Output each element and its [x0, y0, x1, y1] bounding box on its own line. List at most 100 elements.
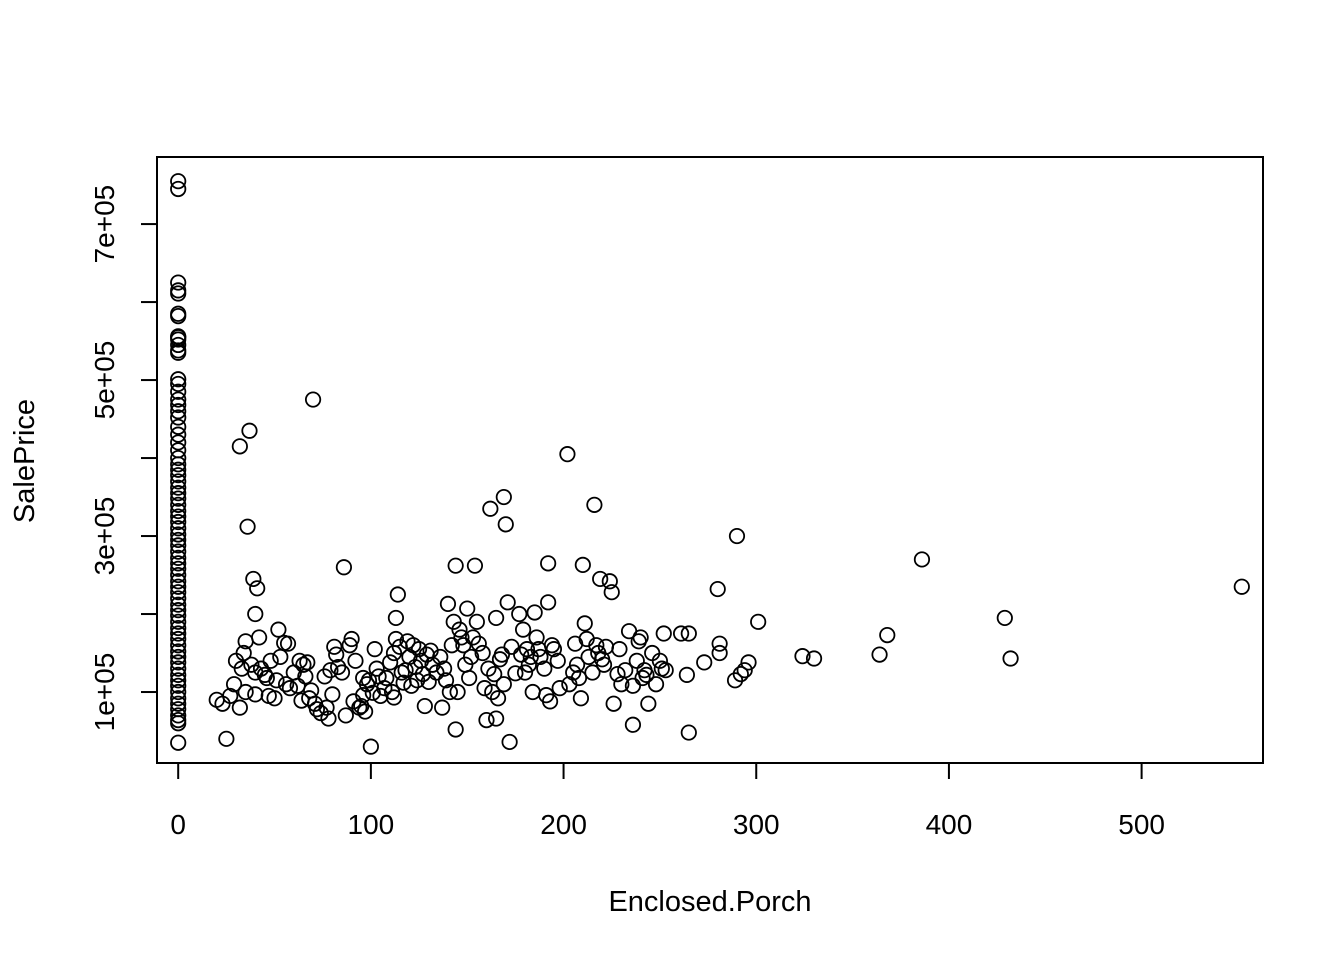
data-point	[385, 689, 403, 706]
data-point	[449, 683, 466, 701]
data-point	[170, 666, 187, 683]
data-point	[393, 664, 410, 681]
data-point	[736, 662, 753, 679]
data-point	[1002, 650, 1019, 667]
data-point	[486, 665, 503, 683]
x-tick-label: 200	[540, 809, 587, 840]
y-axis: 1e+05 3e+05 5e+05 7e+05	[89, 185, 158, 731]
data-point	[272, 648, 289, 666]
data-point	[711, 644, 728, 662]
x-tick-label: 100	[348, 809, 395, 840]
data-point	[532, 648, 549, 666]
data-point	[170, 473, 187, 490]
data-point	[511, 605, 528, 623]
data-point	[170, 573, 187, 590]
data-point	[170, 695, 187, 712]
data-point	[170, 630, 187, 648]
data-point	[170, 308, 187, 325]
data-point	[320, 710, 337, 727]
data-point	[170, 285, 187, 302]
data-point	[559, 446, 576, 463]
data-point	[170, 449, 187, 467]
data-point	[439, 595, 457, 612]
data-point	[247, 686, 264, 703]
data-point	[514, 621, 532, 638]
data-point	[356, 703, 374, 720]
data-point	[468, 613, 485, 630]
data-point	[572, 690, 590, 707]
data-point	[435, 660, 453, 677]
data-point	[680, 724, 697, 741]
data-point	[382, 654, 399, 671]
data-point	[672, 625, 690, 642]
data-point	[434, 699, 451, 716]
data-point	[258, 669, 275, 687]
data-point	[488, 710, 505, 727]
data-point	[170, 549, 187, 566]
data-point	[347, 652, 364, 669]
data-point	[170, 660, 187, 677]
data-point	[516, 664, 534, 681]
data-point	[170, 502, 187, 520]
data-point	[588, 637, 605, 654]
data-point	[574, 556, 591, 573]
data-point	[678, 666, 695, 683]
data-point	[170, 566, 187, 584]
data-point	[634, 669, 651, 687]
data-point	[443, 637, 460, 654]
data-point	[389, 586, 406, 603]
data-point	[794, 648, 811, 665]
data-point	[266, 690, 283, 707]
data-point	[170, 607, 187, 624]
data-points	[170, 173, 1250, 755]
data-point	[437, 672, 455, 689]
data-point	[441, 683, 458, 701]
data-point	[277, 676, 295, 693]
data-point	[617, 662, 634, 679]
data-point	[170, 683, 187, 701]
data-point	[520, 656, 537, 673]
data-point	[170, 180, 187, 198]
data-point	[628, 652, 645, 669]
data-point	[455, 637, 472, 654]
data-point	[251, 629, 268, 646]
data-point	[170, 490, 187, 507]
data-point	[501, 733, 518, 751]
data-point	[318, 699, 335, 716]
data-point	[170, 648, 187, 666]
data-point	[170, 520, 187, 537]
data-point	[170, 434, 187, 451]
data-point	[488, 609, 505, 627]
x-tick-label: 500	[1118, 809, 1165, 840]
data-point	[651, 652, 669, 669]
data-point	[586, 496, 603, 513]
data-point	[592, 570, 609, 588]
data-point	[624, 677, 642, 694]
data-point	[474, 644, 491, 662]
data-point	[879, 626, 896, 644]
data-point	[249, 580, 266, 597]
data-point	[170, 690, 187, 707]
data-point	[996, 609, 1013, 627]
data-point	[740, 654, 757, 671]
data-point	[281, 680, 299, 697]
data-point	[584, 664, 601, 681]
data-point	[461, 669, 478, 687]
data-point	[295, 656, 312, 673]
data-point	[497, 516, 514, 533]
data-point	[385, 644, 403, 662]
data-point	[611, 641, 628, 658]
data-point	[366, 641, 383, 658]
data-point	[466, 557, 484, 574]
data-point	[387, 630, 405, 648]
data-point	[170, 485, 187, 502]
data-point	[644, 644, 661, 662]
data-point	[551, 680, 568, 697]
data-point	[170, 677, 187, 694]
data-point	[170, 555, 187, 572]
data-point	[403, 677, 420, 694]
data-point	[1233, 578, 1250, 595]
data-point	[170, 336, 187, 354]
data-point	[170, 456, 187, 473]
data-point	[536, 660, 553, 677]
